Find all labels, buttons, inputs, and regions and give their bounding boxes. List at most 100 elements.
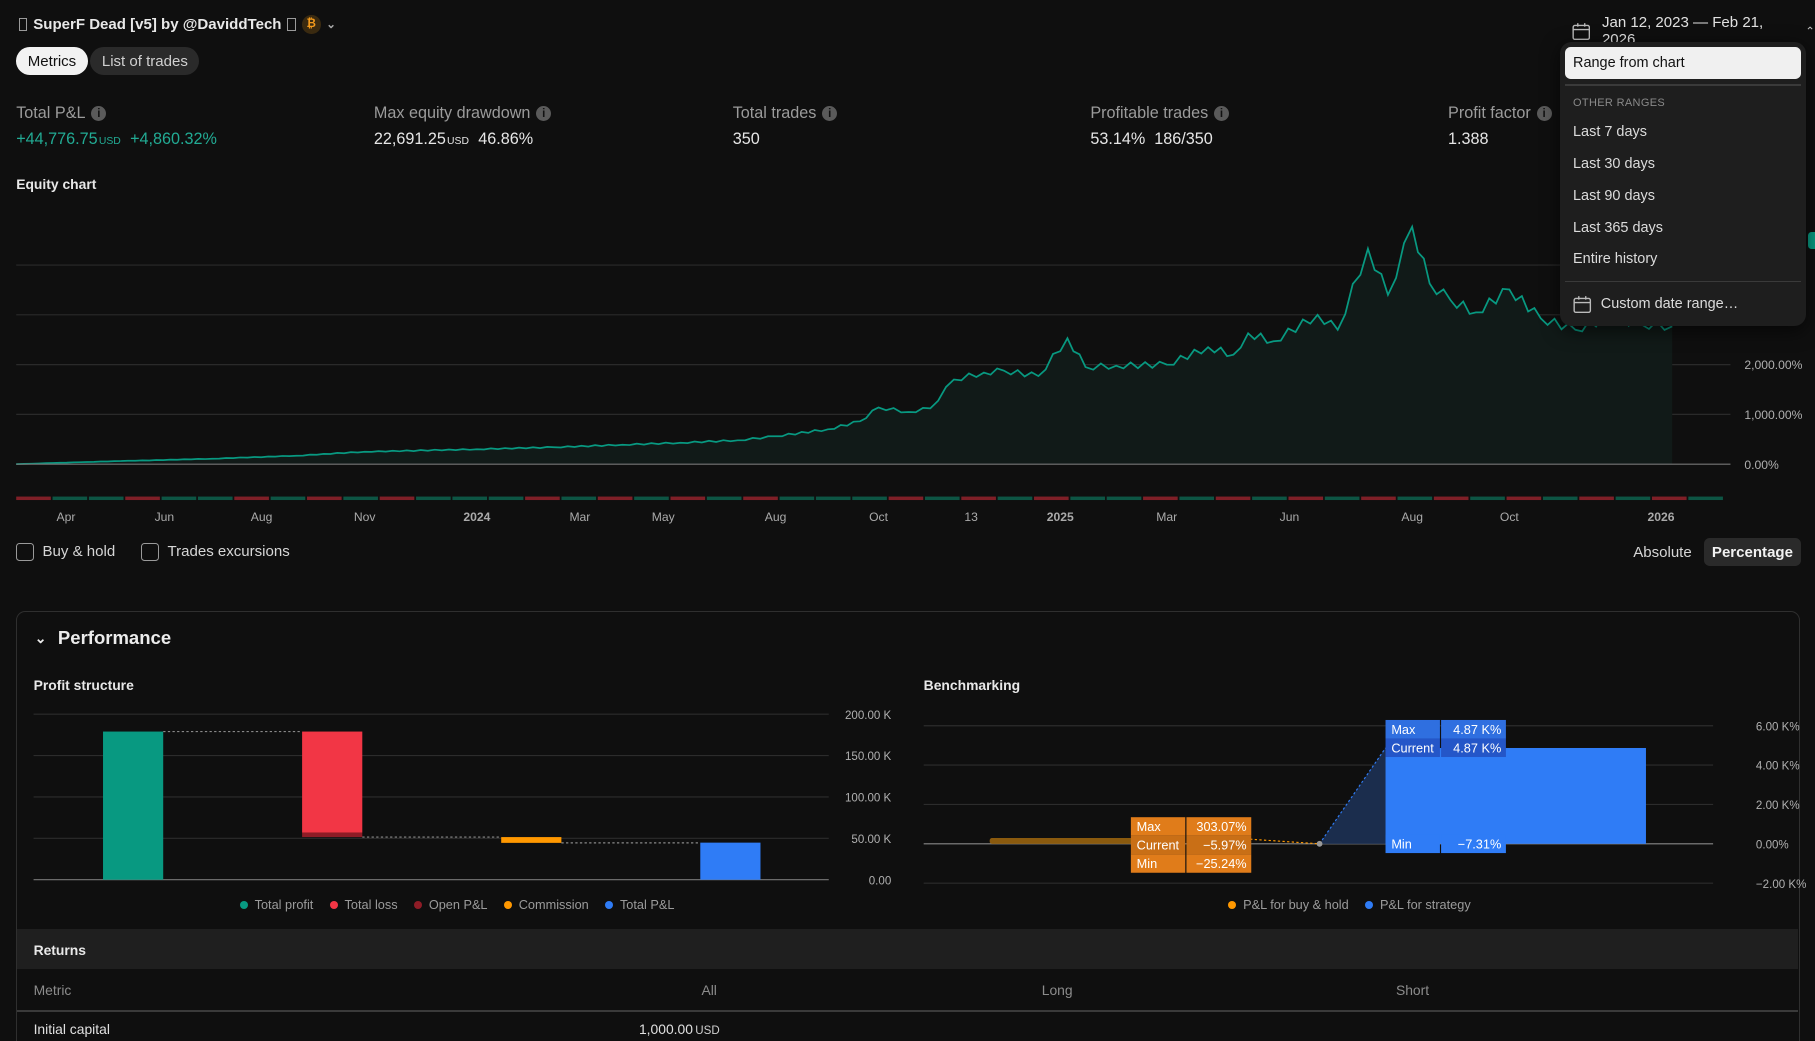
menu-item-last-30-days[interactable]: Last 30 days [1573,156,1655,173]
benchmarking-title: Benchmarking [923,677,1021,694]
trade-result-bar [379,496,415,501]
menu-item-custom-range[interactable]: Custom date range… [1573,295,1738,314]
trade-result-bar [1397,496,1433,501]
bar-total-profit [103,731,164,880]
trade-result-bar [525,496,560,501]
currency-unit: USD [447,135,470,147]
column-all: All [701,981,717,998]
menu-item-range-from-chart[interactable]: Range from chart [1564,47,1802,79]
info-icon[interactable]: i [1214,106,1230,122]
y-tick-label: −2.00 K% [1756,879,1806,891]
menu-item-entire-history[interactable]: Entire history [1573,251,1658,268]
buy-hold-checkbox[interactable]: Buy & hold [16,542,116,562]
metric-label: Total trades [732,104,817,123]
checkbox-icon [141,542,160,562]
missing-glyph-icon [18,17,28,32]
metric-percent: 46.86% [478,129,534,148]
divider [1564,84,1802,86]
absolute-button[interactable]: Absolute [1633,543,1692,561]
trade-result-bar [1688,496,1723,501]
trade-result-bar [1615,496,1651,501]
bar-buy-hold [989,838,1135,844]
chevron-down-icon[interactable]: ⌄ [326,19,336,32]
trade-result-bar [1106,496,1142,501]
origin-point [1316,840,1323,847]
y-tick-label: 50.00 K [851,834,891,846]
buy-hold-tooltip-row-label: Max [1137,819,1162,834]
buy-hold-tooltip-cell [1130,854,1186,873]
strategy-min-tooltip-row-value: −7.31% [1458,836,1502,851]
trade-result-bar [1579,496,1614,501]
metric-profit-factor-label: Profit factor i [1448,104,1552,123]
percentage-button[interactable]: Percentage [1703,538,1802,566]
equity-line [16,224,1673,466]
trade-result-bar [1651,496,1687,501]
info-icon[interactable]: i [91,106,107,122]
checkbox-icon [16,542,35,562]
metric-total-pnl-value: +44,776.75USD +4,860.32% [16,130,217,149]
buy-hold-tooltip-cell [1186,854,1252,873]
info-icon[interactable]: i [1536,106,1552,122]
performance-toggle[interactable]: ⌄ Performance [35,627,171,649]
trade-result-bar [743,496,778,501]
scroll-marker[interactable] [1808,231,1815,249]
info-icon[interactable]: i [536,106,552,122]
metric-total-trades-value: 350 [732,129,760,148]
trade-result-bar [1215,496,1251,501]
currency-unit: USD [695,1024,720,1037]
trade-result-bar [1288,496,1324,501]
metric-value: +44,776.75 [16,129,98,148]
menu-item-label: Custom date range… [1600,296,1739,313]
menu-item-last-365-days[interactable]: Last 365 days [1573,219,1664,236]
tab-metrics[interactable]: Metrics [16,47,88,76]
equity-area [16,226,1673,465]
trades-excursions-checkbox[interactable]: Trades excursions [141,542,290,562]
trade-result-bar [1252,496,1287,501]
chevron-down-icon: ⌄ [34,629,47,646]
equity-chart[interactable]: 0.00% 1,000.00% 2,000.00% Apr Jun Aug Nov 2024 M… [0,0,1815,532]
info-icon[interactable]: i [822,106,838,122]
column-long: Long [1041,981,1073,998]
trade-result-bar [670,496,706,501]
x-tick-label: Oct [869,510,889,524]
x-tick-label: Aug [1401,510,1423,524]
checkbox-label: Buy & hold [42,543,116,561]
metric-value: 22,691.25 [373,129,446,148]
column-metric: Metric [33,981,72,998]
metric-profit-factor-value: 1.388 [1448,129,1489,148]
table-divider [17,1010,1798,1012]
trade-result-bar [597,496,633,501]
menu-item-last-90-days[interactable]: Last 90 days [1573,187,1655,204]
performance-title: Performance [57,627,172,649]
y-tick-label: 0.00% [1744,458,1779,472]
menu-item-last-7-days[interactable]: Last 7 days [1573,123,1647,140]
benchmarking-legend: P&L for buy & hold P&L for strategy [1228,897,1471,912]
trade-result-bar [815,496,851,501]
date-range-dropdown: Range from chart OTHER RANGES Last 7 day… [1560,41,1806,327]
y-tick-label: 2.00 K% [1756,800,1800,812]
strategy-tooltip-row-label: Max [1391,722,1416,737]
trade-result-bar [1324,496,1360,501]
calendar-icon [1573,296,1592,314]
x-tick-label: Mar [569,510,590,524]
tab-list-of-trades[interactable]: List of trades [90,47,200,76]
y-tick-label: 6.00 K% [1756,721,1800,733]
strategy-title[interactable]: SuperF Dead [v5] by @DaviddTech ₿ ⌄ [18,15,336,34]
trade-result-bar [779,496,815,501]
legend-total-loss: Total loss [329,897,398,912]
returns-title: Returns [33,942,86,959]
row-initial-capital-all: 1,000.00 USD [639,1021,720,1037]
trade-result-bar [1470,496,1505,501]
strategy-tooltip-row-value: 4.87 K% [1453,740,1501,755]
equity-chart-title: Equity chart [16,175,97,192]
legend-commission: Commission [503,897,589,912]
buy-hold-tooltip-row-label: Min [1137,856,1158,871]
metric-total-pnl-label: Total P&L i [16,104,107,123]
legend-buy-hold: P&L for buy & hold [1228,897,1349,912]
metric-label: Total P&L [16,104,86,123]
buy-hold-tooltip-row-value: −25.24% [1196,856,1247,871]
trade-result-bar [1506,496,1542,501]
strategy-tooltip-row-value: 4.87 K% [1453,722,1501,737]
trade-result-bar [452,496,488,501]
